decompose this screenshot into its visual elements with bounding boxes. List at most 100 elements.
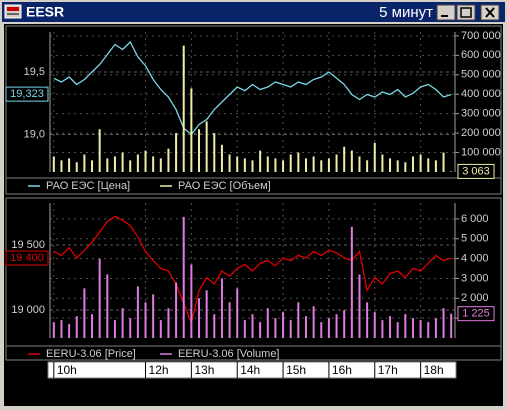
volume-bar: [52, 322, 55, 338]
volume-bar: [182, 45, 185, 172]
volume-bar: [282, 160, 285, 172]
volume-bar: [198, 298, 201, 338]
volume-bar: [136, 154, 139, 172]
volume-bar: [327, 318, 330, 338]
volume-bar: [427, 322, 430, 338]
y2-tick-label: 6 000: [461, 213, 489, 225]
volume-bar: [152, 294, 155, 338]
volume-bar: [274, 158, 277, 172]
volume-bar: [159, 158, 162, 172]
volume-bar: [182, 216, 185, 338]
volume-bar: [167, 148, 170, 172]
volume-bar: [304, 316, 307, 338]
period-label[interactable]: 5 минут: [379, 4, 433, 21]
y-tick-label: 19 000: [11, 304, 45, 316]
y2-tick-label: 4 000: [461, 252, 489, 264]
volume-bar: [434, 160, 437, 172]
volume-bar: [389, 316, 392, 338]
volume-bar: [297, 152, 300, 172]
volume-bar: [205, 121, 208, 172]
volume-bar: [335, 314, 338, 338]
volume-bar: [152, 156, 155, 172]
volume-bar: [75, 316, 78, 338]
volume-bar: [304, 158, 307, 172]
volume-bar: [289, 154, 292, 172]
volume-bar: [68, 324, 71, 338]
volume-bar: [243, 158, 246, 172]
volume-bar: [121, 308, 124, 338]
volume-bar: [91, 314, 94, 338]
close-button[interactable]: [480, 4, 500, 21]
panel-top: [5, 25, 502, 195]
x-tick-label: 14h: [240, 363, 260, 377]
last-volume-label: 3 063: [462, 165, 490, 177]
volume-bar: [396, 160, 399, 172]
y-tick-label: 19,5: [24, 66, 45, 78]
last-price-label: 19,323: [10, 88, 44, 100]
y2-tick-label: 200 000: [461, 127, 501, 139]
volume-bar: [91, 160, 94, 172]
volume-bar: [381, 154, 384, 172]
volume-bar: [75, 162, 78, 172]
volume-bar: [266, 156, 269, 172]
volume-bar: [289, 320, 292, 338]
volume-bar: [442, 308, 445, 338]
y2-tick-label: 3 000: [461, 272, 489, 284]
price-line: [53, 215, 452, 326]
volume-bar: [434, 318, 437, 338]
volume-bar: [129, 318, 132, 338]
volume-bar: [327, 158, 330, 172]
volume-bar: [98, 129, 101, 172]
volume-bar: [213, 314, 216, 338]
volume-bar: [175, 282, 178, 338]
volume-bar: [411, 318, 414, 338]
minimize-button[interactable]: [436, 4, 456, 21]
volume-bar: [228, 154, 231, 172]
volume-bar: [60, 320, 63, 338]
volume-bar: [358, 156, 361, 172]
last-price-label: 19 400: [10, 252, 44, 264]
y2-tick-label: 2 000: [461, 292, 489, 304]
y2-tick-label: 300 000: [461, 108, 501, 120]
maximize-button[interactable]: [456, 4, 476, 21]
volume-bar: [198, 129, 201, 172]
volume-bar: [175, 133, 178, 172]
last-volume-box: [457, 163, 495, 179]
volume-bar: [228, 302, 231, 338]
volume-bar: [366, 302, 369, 338]
last-price-box: [5, 250, 49, 266]
volume-bar: [373, 312, 376, 338]
y2-tick-label: 500 000: [461, 69, 501, 81]
volume-bar: [320, 322, 323, 338]
volume-bar: [450, 171, 453, 172]
volume-bar: [350, 226, 353, 338]
volume-bar: [243, 320, 246, 338]
volume-bar: [312, 306, 315, 338]
y2-tick-label: 100 000: [461, 146, 501, 158]
volume-bar: [259, 322, 262, 338]
volume-bar: [419, 320, 422, 338]
volume-bar: [121, 152, 124, 172]
volume-bar: [266, 308, 269, 338]
y-tick-label: 19,0: [24, 128, 45, 140]
last-volume-box: [457, 306, 495, 322]
volume-bar: [136, 286, 139, 338]
volume-bar: [366, 160, 369, 172]
volume-bar: [236, 156, 239, 172]
volume-bar: [144, 302, 147, 338]
volume-bar: [358, 274, 361, 338]
x-tick-label: 18h: [424, 363, 444, 377]
legend-label: EERU-3.06 [Volume]: [178, 348, 280, 360]
volume-bar: [83, 288, 86, 338]
title-bar: [2, 2, 505, 22]
volume-bar: [213, 133, 216, 172]
volume-bar: [236, 288, 239, 338]
volume-bar: [52, 156, 55, 172]
volume-bar: [343, 146, 346, 172]
volume-bar: [98, 258, 101, 338]
y2-tick-label: 400 000: [461, 88, 501, 100]
volume-bar: [251, 314, 254, 338]
x-tick-label: 10h: [57, 363, 77, 377]
volume-bar: [113, 156, 116, 172]
